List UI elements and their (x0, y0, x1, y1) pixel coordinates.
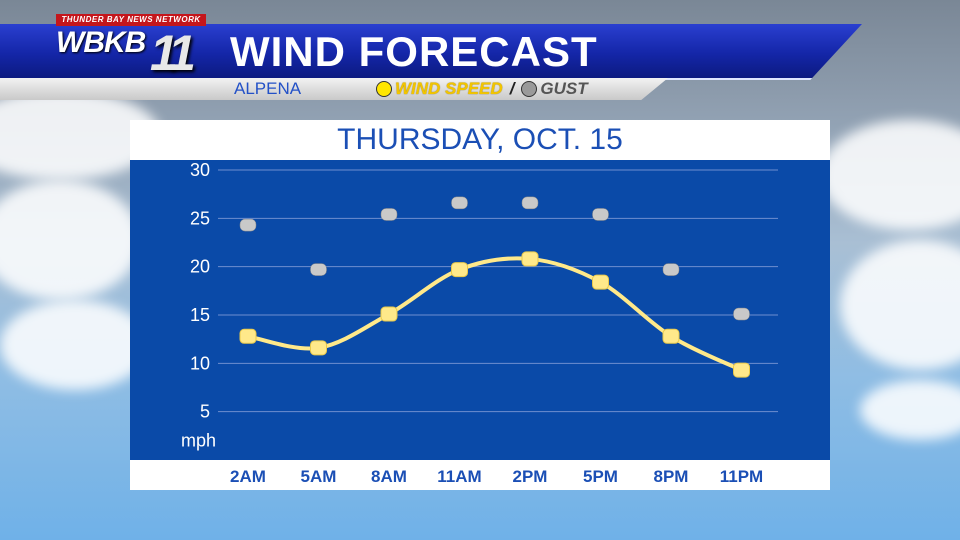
gust-dot-icon (521, 81, 537, 97)
legend: WIND SPEED / GUST (376, 80, 588, 98)
y-tick-label-30: 30 (190, 160, 210, 180)
gust-point-2PM (522, 197, 538, 209)
legend-wind-label: WIND SPEED (395, 80, 503, 98)
gust-point-11AM (452, 197, 468, 209)
x-tick-label-5PM: 5PM (583, 467, 618, 486)
y-tick-label-25: 25 (190, 208, 210, 228)
y-tick-label-20: 20 (190, 257, 210, 277)
wind-chart: 30 25 20 15 10 5 mph 2AM 5AM 8AM 11AM 2PM 5PM 8PM 11PM (130, 120, 830, 490)
y-tick-label-10: 10 (190, 353, 210, 373)
gust-point-5PM (593, 208, 609, 220)
location-label: ALPENA (234, 80, 301, 98)
wind-point-5PM (593, 275, 609, 289)
wind-point-5AM (311, 341, 327, 355)
gust-point-8AM (381, 208, 397, 220)
channel-number: 11 (150, 24, 190, 82)
wind-point-8PM (663, 329, 679, 343)
x-tick-label-5AM: 5AM (301, 467, 337, 486)
station-call-letters: WBKB (56, 26, 145, 60)
legend-separator: / (510, 80, 515, 98)
gust-point-8PM (663, 264, 679, 276)
x-tick-label-8PM: 8PM (654, 467, 689, 486)
wind-speed-dot-icon (376, 81, 392, 97)
gust-point-5AM (311, 264, 327, 276)
wind-point-8AM (381, 307, 397, 321)
wind-point-2PM (522, 252, 538, 266)
x-tick-label-2AM: 2AM (230, 467, 266, 486)
wind-point-2AM (240, 329, 256, 343)
y-tick-label-15: 15 (190, 305, 210, 325)
x-tick-label-8AM: 8AM (371, 467, 407, 486)
page-title: WIND FORECAST (230, 26, 598, 78)
y-tick-label-5: 5 (200, 402, 210, 422)
legend-gust-label: GUST (540, 80, 587, 98)
wind-point-11AM (452, 263, 468, 277)
y-unit-label: mph (181, 431, 216, 451)
station-logo: THUNDER BAY NEWS NETWORK WBKB 11 (46, 14, 206, 80)
x-tick-label-11AM: 11AM (437, 467, 481, 486)
x-tick-label-2PM: 2PM (513, 467, 548, 486)
x-tick-label-11PM: 11PM (720, 467, 763, 486)
gust-point-2AM (240, 219, 256, 231)
gust-point-11PM (734, 308, 750, 320)
wind-point-11PM (734, 363, 750, 377)
chart-panel: THURSDAY, OCT. 15 30 25 20 15 10 5 mph 2AM 5AM 8A… (130, 120, 830, 490)
